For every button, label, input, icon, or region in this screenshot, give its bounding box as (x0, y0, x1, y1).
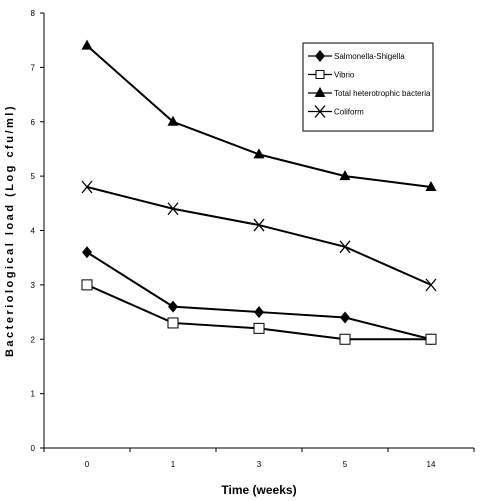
series-line (86, 186, 432, 286)
series-1 (81, 279, 437, 345)
chart-axes: 0 1 2 3 4 5 6 7 8 0 1 3 5 14 (31, 9, 475, 469)
data-point (167, 115, 179, 126)
y-tick-label: 7 (31, 63, 36, 72)
data-point (82, 246, 92, 259)
legend-marker (315, 50, 325, 62)
y-tick-label: 6 (31, 118, 36, 127)
legend-marker (314, 105, 326, 118)
data-point (167, 202, 179, 216)
legend-label: Coliform (334, 108, 364, 117)
data-point (339, 333, 351, 345)
data-point (254, 306, 264, 319)
data-point (81, 279, 93, 291)
y-tick-label: 3 (31, 281, 36, 290)
y-tick-label: 8 (31, 9, 36, 18)
legend: Salmonella-Shigella Vibrio Total heterotro… (302, 42, 434, 132)
series-2 (81, 39, 437, 191)
legend-marker (315, 70, 325, 79)
y-axis-label: Bacteriological load (Log cfu/ml) (4, 104, 16, 357)
y-tick-label: 4 (31, 227, 36, 236)
y-tick-label: 2 (31, 335, 36, 344)
legend-label: Salmonella-Shigella (334, 52, 405, 61)
legend-item: Vibrio (308, 70, 355, 80)
legend-item: Total heterotrophic bacteria (308, 87, 431, 98)
legend-item: Salmonella-Shigella (308, 50, 405, 62)
data-point (253, 148, 265, 159)
x-tick-label: 0 (85, 460, 90, 469)
y-tick-label: 0 (31, 444, 36, 453)
series-3 (81, 180, 437, 292)
legend-item: Coliform (308, 105, 364, 118)
data-point (339, 240, 351, 254)
data-point (81, 39, 93, 50)
legend-label: Vibrio (334, 71, 355, 80)
x-axis-label: Time (weeks) (221, 483, 296, 497)
data-point (425, 278, 437, 292)
data-point (339, 170, 351, 181)
data-point (425, 181, 437, 191)
x-tick-label: 1 (171, 460, 176, 469)
x-tick-label: 3 (257, 460, 262, 469)
data-point (81, 180, 93, 194)
data-point (253, 218, 265, 232)
legend-marker (314, 87, 326, 97)
y-tick-label: 1 (31, 390, 36, 399)
data-point (340, 311, 350, 324)
x-tick-label: 5 (343, 460, 348, 469)
data-point (425, 333, 437, 345)
x-tick-label: 14 (427, 460, 436, 469)
legend-label: Total heterotrophic bacteria (334, 89, 431, 98)
y-tick-label: 5 (31, 172, 36, 181)
series-layer (81, 39, 437, 346)
data-point (168, 300, 178, 313)
data-point (167, 317, 179, 329)
data-point (253, 322, 265, 334)
